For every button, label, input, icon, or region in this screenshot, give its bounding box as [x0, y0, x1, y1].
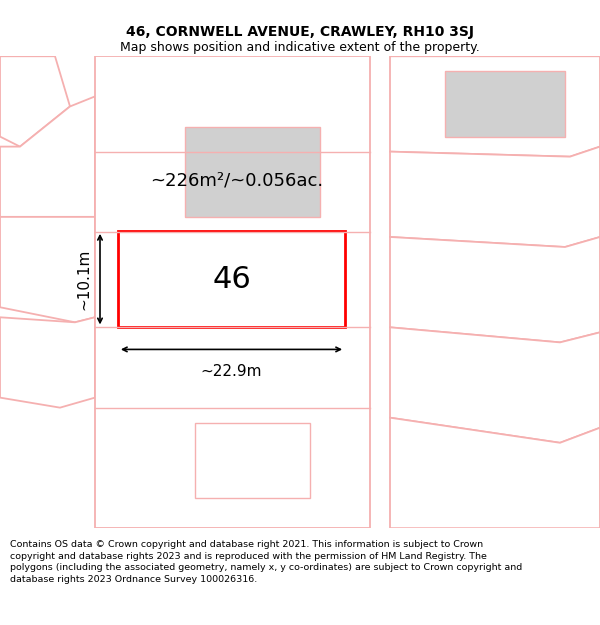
- Polygon shape: [390, 56, 600, 157]
- Text: ~226m²/~0.056ac.: ~226m²/~0.056ac.: [150, 172, 323, 190]
- Polygon shape: [390, 147, 600, 247]
- Polygon shape: [390, 328, 600, 442]
- Text: Map shows position and indicative extent of the property.: Map shows position and indicative extent…: [120, 41, 480, 54]
- Bar: [185, 126, 320, 217]
- Bar: [118, 231, 345, 328]
- Text: 46, CORNWELL AVENUE, CRAWLEY, RH10 3SJ: 46, CORNWELL AVENUE, CRAWLEY, RH10 3SJ: [126, 25, 474, 39]
- Text: Contains OS data © Crown copyright and database right 2021. This information is : Contains OS data © Crown copyright and d…: [10, 540, 522, 584]
- Bar: [95, 56, 370, 528]
- Text: ~22.9m: ~22.9m: [201, 364, 262, 379]
- Bar: [195, 422, 310, 498]
- Text: 46: 46: [212, 264, 251, 294]
- Bar: [445, 71, 565, 137]
- Polygon shape: [0, 318, 95, 408]
- Polygon shape: [390, 237, 600, 342]
- Text: ~10.1m: ~10.1m: [77, 249, 91, 310]
- Polygon shape: [0, 56, 70, 147]
- Polygon shape: [0, 96, 95, 217]
- Polygon shape: [390, 418, 600, 528]
- Polygon shape: [0, 217, 95, 322]
